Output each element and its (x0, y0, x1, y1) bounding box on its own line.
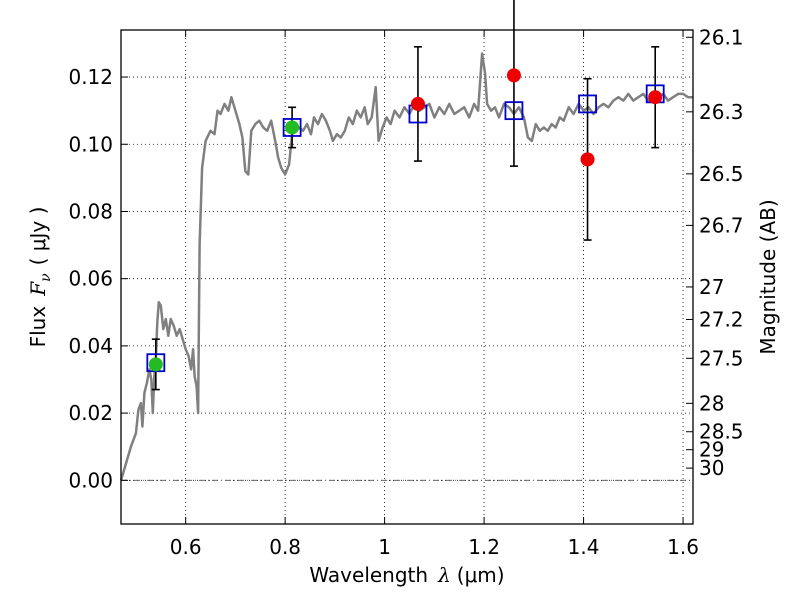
y-axis-title: FluxFν( μJy ) (26, 207, 54, 348)
observed-flux-point (410, 96, 425, 111)
y-tick-label: 0.04 (68, 334, 113, 358)
x-tick-label: 1 (378, 535, 391, 559)
magnitude-tick-label: 27.5 (699, 346, 744, 370)
magnitude-tick-label: 27 (699, 275, 724, 299)
observed-flux-point (506, 68, 521, 83)
model-flux-box (282, 118, 302, 137)
magnitude-tick-label: 27.2 (699, 307, 744, 331)
y-tick-label: 0.02 (68, 401, 113, 425)
y-tick-label: 0.12 (68, 65, 113, 89)
magnitude-tick-label: 26.3 (699, 100, 744, 124)
magnitude-tick-label: 30 (699, 456, 724, 480)
y-tick-label: 0.00 (68, 468, 113, 492)
y-tick-label: 0.10 (68, 132, 113, 156)
magnitude-tick-label: 26.1 (699, 25, 744, 49)
x-tick-label: 1.6 (667, 535, 699, 559)
model-flux-box (504, 101, 524, 121)
magnitude-axis-title: Magnitude (AB) (756, 199, 780, 354)
magnitude-tick-label: 29 (699, 438, 724, 462)
model-flux-box (578, 94, 597, 114)
x-axis-title: Wavelength λ (μm) (309, 563, 504, 587)
observed-flux-point (148, 357, 163, 372)
x-axis: 0.6 0.8 1 1.2 1.4 1.6 (170, 30, 699, 559)
spectrum-line (119, 52, 693, 481)
x-tick-label: 1.2 (468, 535, 500, 559)
plot-area (119, 0, 693, 481)
observed-flux-point (285, 120, 300, 135)
observed-flux-point (580, 152, 595, 167)
y-tick-label: 0.08 (68, 199, 113, 223)
magnitude-tick-label: 26.7 (699, 213, 744, 237)
x-tick-label: 1.4 (568, 535, 600, 559)
observed-flux-point (648, 90, 663, 105)
y-axis: 0.00 0.02 0.04 0.06 0.08 0.10 0.12 (68, 65, 128, 492)
magnitude-tick-label: 28.5 (699, 420, 744, 444)
plot-frame (120, 29, 694, 525)
grid (121, 30, 693, 524)
y-tick-label: 0.06 (68, 267, 113, 291)
x-tick-label: 0.8 (269, 535, 301, 559)
magnitude-tick-label: 26.5 (699, 162, 744, 186)
magnitude-tick-label: 28 (699, 391, 724, 415)
x-tick-label: 0.6 (170, 535, 202, 559)
